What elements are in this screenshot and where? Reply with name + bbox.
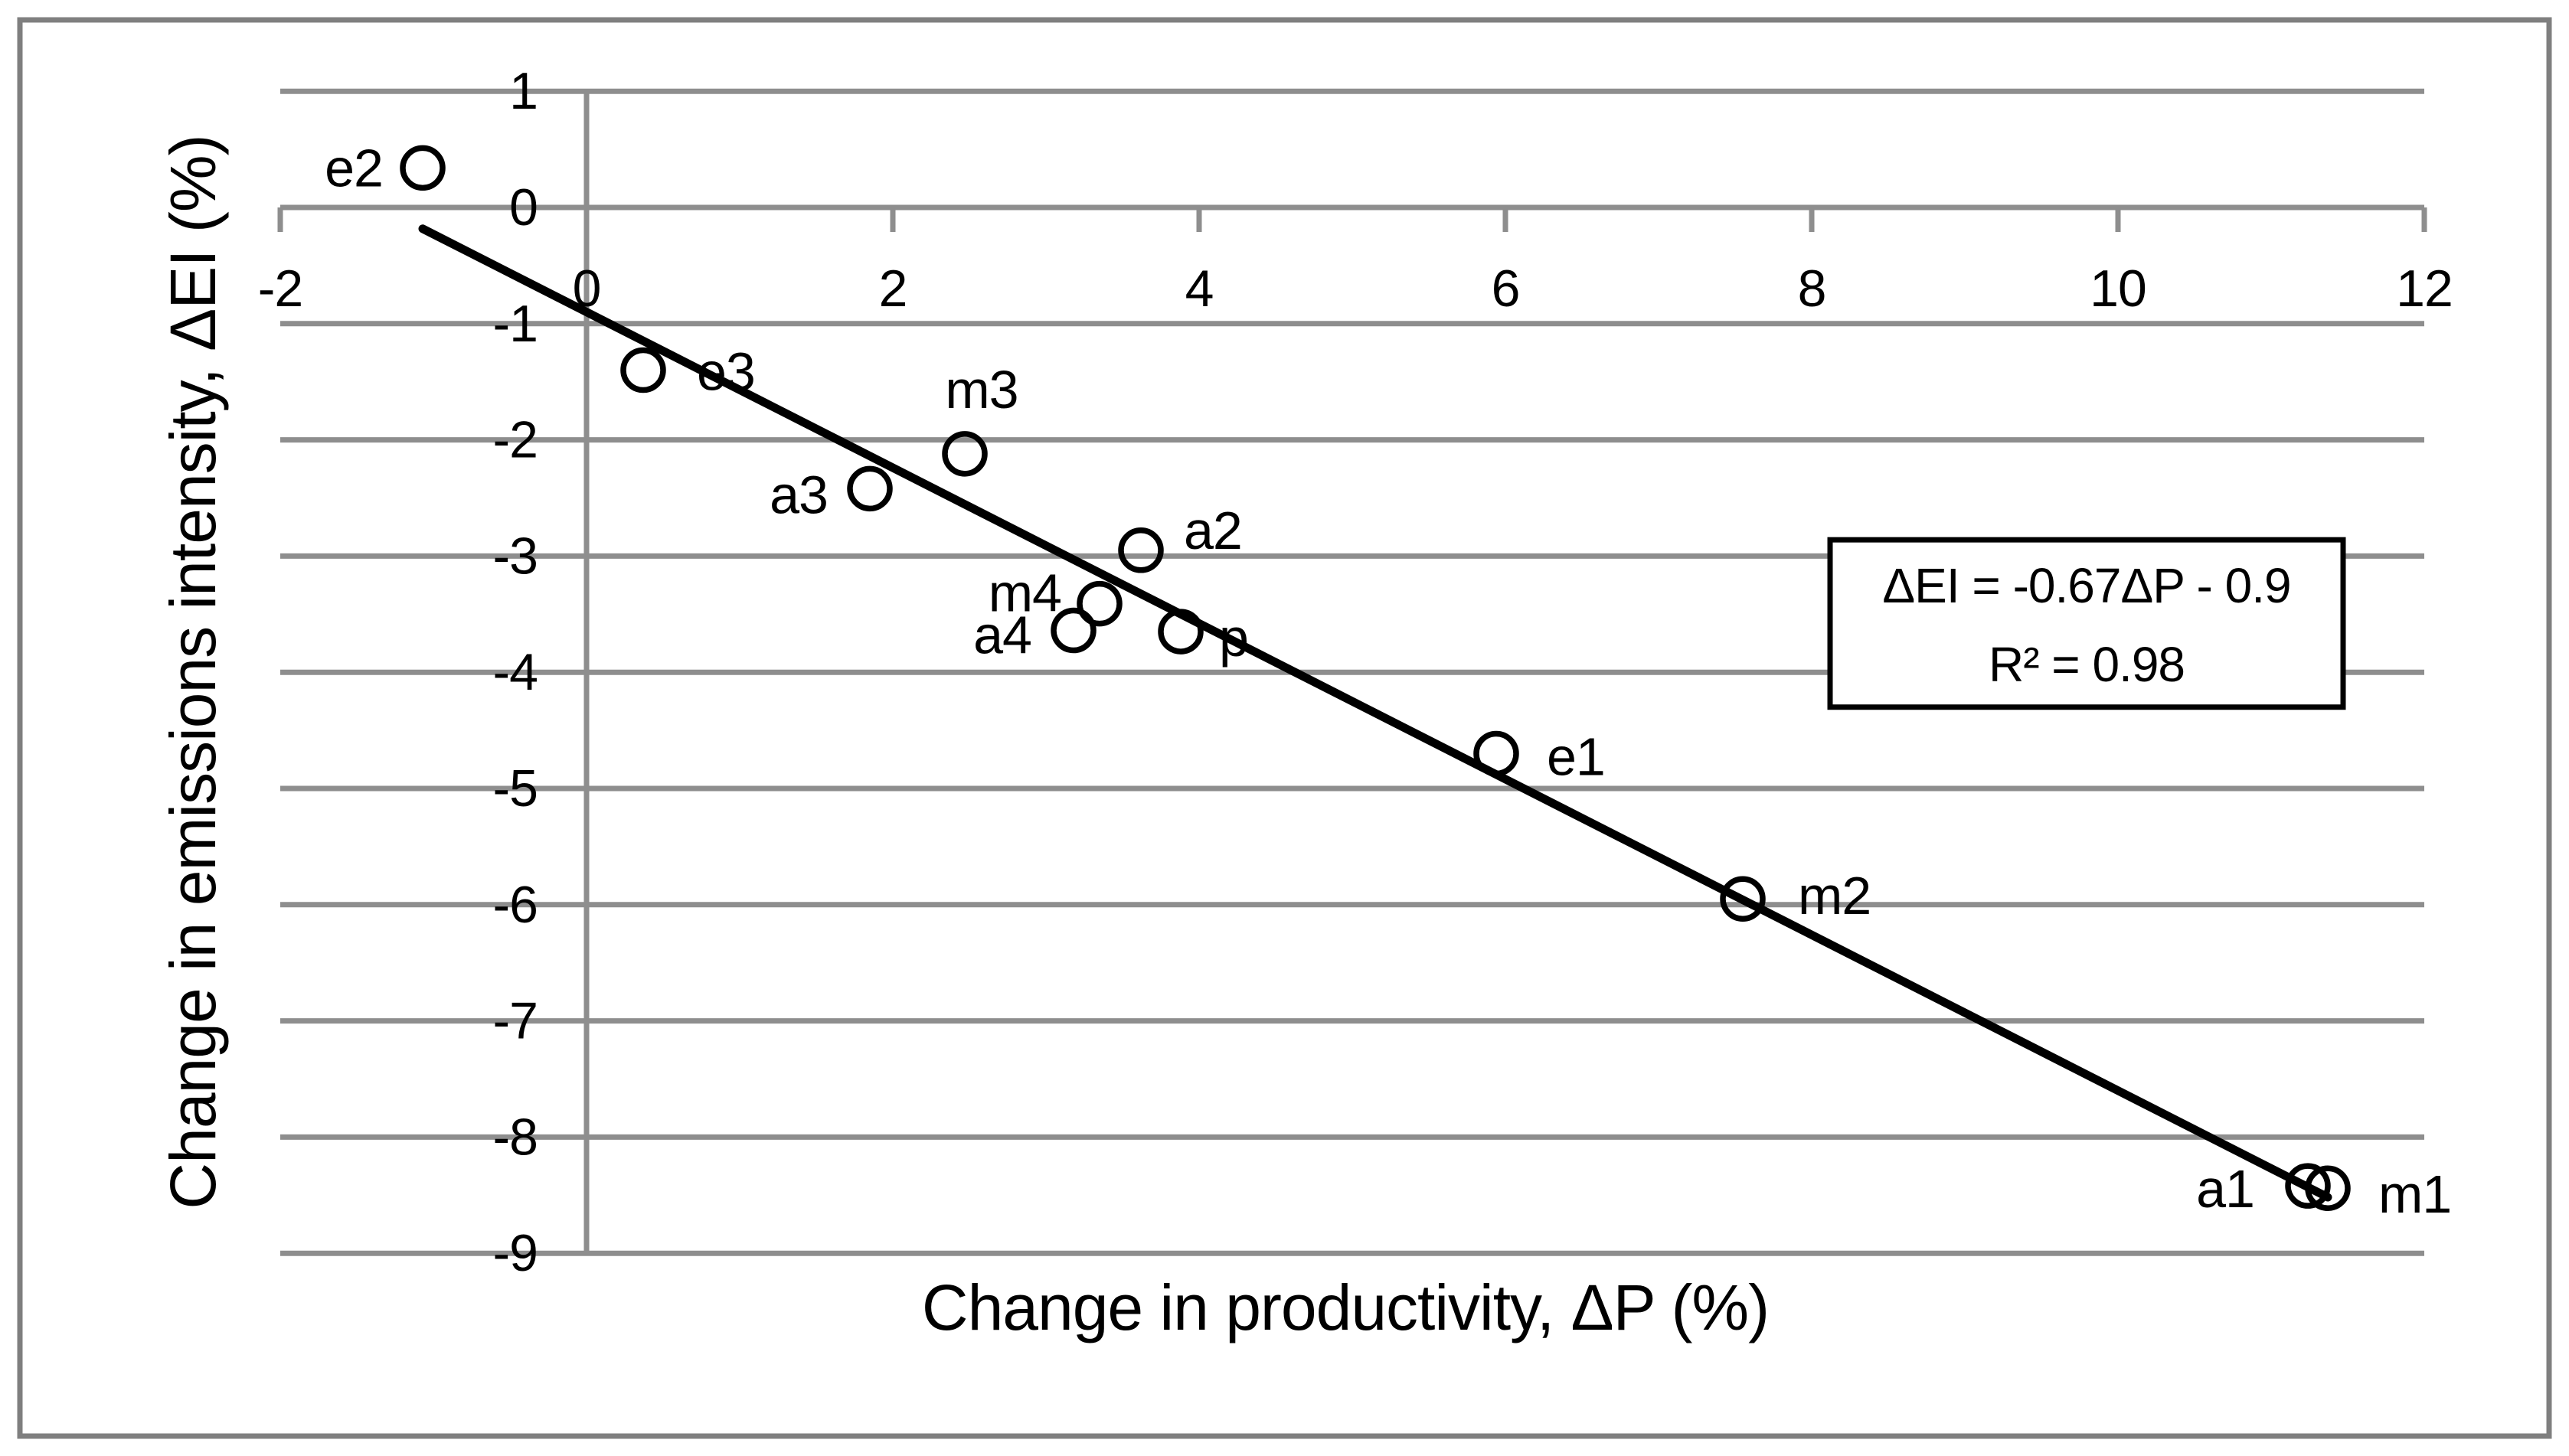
data-point-label: a3: [770, 465, 828, 524]
x-tick-label: 2: [879, 260, 907, 318]
y-tick-label: -7: [493, 992, 538, 1050]
data-point: [1077, 580, 1123, 627]
x-tick-label: 10: [2090, 260, 2146, 318]
x-tick-label: 8: [1798, 260, 1826, 318]
x-axis-title: Change in productivity, ΔP (%): [922, 1272, 1769, 1343]
y-tick-label: -1: [493, 295, 538, 353]
r-squared-text: R² = 0.98: [1989, 637, 2185, 692]
data-point-label: p: [1219, 608, 1248, 668]
figure-border: [17, 17, 2552, 1439]
data-point: [1158, 609, 1204, 655]
x-tick-label: -2: [258, 260, 302, 318]
x-tick-label: 6: [1492, 260, 1520, 318]
data-point: [1051, 607, 1097, 654]
data-point-label: a4: [973, 606, 1031, 665]
trendline: [418, 224, 2332, 1202]
equation-box: [1827, 537, 2346, 710]
data-point-label: e1: [1547, 726, 1605, 786]
data-point-label: m4: [989, 563, 1061, 623]
y-tick-label: -9: [493, 1224, 538, 1282]
data-point: [2285, 1163, 2331, 1209]
y-tick-label: -6: [493, 876, 538, 934]
data-point-label: m3: [945, 360, 1018, 419]
y-axis-title: Change in emissions intensity, ΔEI (%): [157, 135, 229, 1209]
data-point: [400, 145, 446, 191]
data-point: [1118, 527, 1164, 573]
y-tick-label: -5: [493, 759, 538, 818]
data-point: [1473, 730, 1519, 777]
chart-generated-layer: -2 0 2 4 6 8 10 1210-1-2-3-4-5-6-7-8-9e2e3a3m3a…: [17, 17, 2552, 1439]
data-point: [2305, 1165, 2351, 1211]
y-tick-label: 0: [509, 178, 538, 237]
data-point: [942, 431, 988, 477]
y-tick-label: -3: [493, 527, 538, 585]
data-point-label: m1: [2378, 1164, 2451, 1224]
data-point-label: e3: [697, 342, 755, 402]
equation-text: ΔEI = -0.67ΔP - 0.9: [1882, 558, 2290, 613]
data-point-label: a2: [1184, 501, 1242, 560]
data-point-label: a1: [2196, 1159, 2254, 1219]
data-point-label: e2: [325, 138, 383, 198]
y-tick-label: -4: [493, 643, 538, 701]
data-point: [847, 465, 893, 512]
data-point-label: m2: [1798, 866, 1871, 926]
y-tick-label: 1: [509, 62, 538, 120]
y-tick-label: -2: [493, 411, 538, 469]
x-tick-label: 12: [2396, 260, 2453, 318]
data-point: [1720, 876, 1766, 922]
y-tick-label: -8: [493, 1108, 538, 1166]
data-point: [620, 347, 666, 393]
x-tick-label: 4: [1185, 260, 1214, 318]
